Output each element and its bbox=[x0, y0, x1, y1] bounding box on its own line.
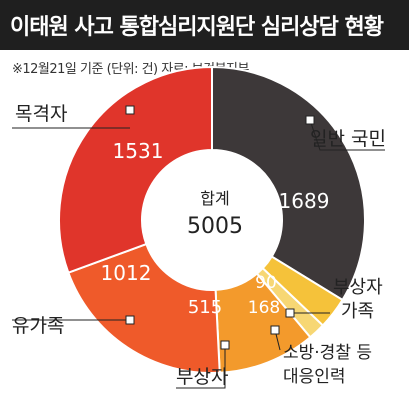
value-label-general: 1689 bbox=[279, 189, 330, 213]
leader-injured-family-marker bbox=[285, 308, 295, 318]
value-label-injured: 515 bbox=[188, 297, 222, 318]
donut-slices bbox=[58, 65, 366, 374]
category-label-responders-1: 소방·경찰 등 bbox=[283, 343, 372, 363]
slice-family bbox=[67, 242, 221, 374]
category-label-general: 일반 국민 bbox=[310, 128, 386, 150]
leader-injured-marker bbox=[220, 340, 230, 350]
center-total: 5005 bbox=[187, 214, 243, 239]
value-label-witness: 1531 bbox=[113, 139, 164, 163]
value-label-injured-family: 90 bbox=[255, 273, 277, 293]
center-label: 합계 bbox=[200, 189, 229, 208]
leader-responders-marker bbox=[270, 325, 280, 335]
value-label-family: 1012 bbox=[101, 261, 152, 285]
chart-title: 이태원 사고 통합심리지원단 심리상담 현황 bbox=[0, 0, 409, 50]
leader-witness-marker bbox=[125, 105, 135, 115]
value-label-responders: 168 bbox=[248, 298, 280, 318]
leader-injured-line bbox=[176, 345, 226, 389]
slice-witness bbox=[58, 65, 213, 274]
category-label-witness: 목격자 bbox=[15, 103, 67, 125]
category-label-responders-2: 대응인력 bbox=[283, 367, 346, 387]
category-label-injured-family-1: 부상자 bbox=[333, 277, 383, 298]
label-leaders bbox=[12, 105, 385, 389]
leader-family-marker bbox=[125, 315, 135, 325]
category-label-family: 유가족 bbox=[12, 315, 64, 337]
leader-general-marker bbox=[305, 115, 315, 125]
category-label-injured-family-2: 가족 bbox=[341, 301, 374, 322]
slice-general bbox=[211, 65, 366, 302]
leader-general-line bbox=[309, 119, 385, 151]
category-label-injured: 부상자 bbox=[176, 366, 228, 388]
